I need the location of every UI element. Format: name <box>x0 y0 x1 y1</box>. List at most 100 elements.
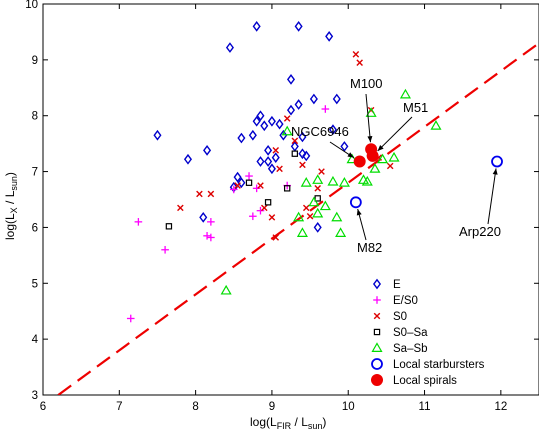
point-e-s0 <box>229 185 238 194</box>
point-sa-sb <box>338 177 350 187</box>
point-s0 <box>352 50 360 58</box>
x-axis-title: log(LFIR / Lsun) <box>250 415 326 431</box>
point-sa-sb <box>296 227 308 237</box>
point-sa-sb <box>293 211 305 222</box>
y-tick-label: 7 <box>32 167 38 179</box>
point-sa-sb <box>399 88 411 99</box>
point-e <box>279 129 288 141</box>
plot-frame <box>42 3 539 396</box>
point-e <box>267 163 276 175</box>
point-s0-sa <box>291 150 299 157</box>
point-e <box>313 222 322 233</box>
point-sa-sb <box>331 211 343 222</box>
point-local-spirals <box>353 155 366 168</box>
point-s0 <box>272 234 280 241</box>
point-s0-sa <box>314 195 321 202</box>
point-sa-sb <box>281 125 293 136</box>
x-tick-label: 10 <box>342 401 355 413</box>
annotation-arrow <box>487 168 498 225</box>
point-e <box>256 156 265 167</box>
legend-label-local-starbursters: Local starbursters <box>393 359 485 371</box>
point-sa-sb <box>319 200 331 211</box>
y-tick-label: 10 <box>25 0 38 11</box>
point-s0-sa <box>165 223 173 230</box>
point-local-starbursters <box>349 196 362 209</box>
point-e <box>298 131 307 143</box>
point-e-s0 <box>161 245 169 254</box>
point-e <box>294 20 303 32</box>
legend-label-sa-sb: Sa–Sb <box>393 343 428 355</box>
legend-marker-s0 <box>373 312 381 320</box>
point-sa-sb <box>312 207 324 218</box>
annotation-arrow <box>377 116 413 152</box>
point-e <box>328 124 337 136</box>
legend-label-e-s0: E/S0 <box>393 295 418 307</box>
point-e <box>271 152 280 163</box>
legend-label-e: E <box>393 279 401 291</box>
point-e <box>325 31 334 42</box>
legend-marker-sa-sb <box>371 342 383 352</box>
point-e-s0 <box>245 172 253 180</box>
x-tick-label: 12 <box>494 401 507 413</box>
point-e <box>302 150 311 162</box>
point-s0 <box>276 165 283 173</box>
annotation-arrows <box>329 93 498 241</box>
y-axis-title: log(LX / Lsun) <box>3 172 19 240</box>
point-s0 <box>272 147 280 154</box>
point-e-s0 <box>252 184 261 193</box>
point-local-starbursters <box>491 155 503 168</box>
legend-label-s0-sa: S0–Sa <box>393 327 428 339</box>
point-e <box>237 132 246 144</box>
point-s0 <box>306 212 314 220</box>
legend-label-s0: S0 <box>393 311 407 323</box>
point-s0-sa <box>264 199 272 206</box>
point-e <box>225 42 234 53</box>
point-s0 <box>260 204 268 212</box>
annotation-m100: M100 <box>350 76 383 91</box>
point-e <box>153 129 162 141</box>
point-sa-sb <box>220 284 232 295</box>
x-tick-label: 11 <box>419 401 431 413</box>
point-sa-sb <box>361 175 373 186</box>
legend-marker-s0-sa <box>373 328 381 336</box>
annotation-arrow <box>365 93 373 143</box>
point-sa-sb <box>335 227 347 237</box>
x-tick-label: 7 <box>116 401 122 413</box>
point-e <box>256 110 265 122</box>
point-s0 <box>257 182 264 189</box>
point-e <box>252 115 261 127</box>
annotation-arp220: Arp220 <box>459 224 501 239</box>
point-e <box>203 144 212 156</box>
point-e <box>275 118 284 130</box>
annotation-m51: M51 <box>403 100 428 115</box>
point-e <box>183 153 193 165</box>
point-s0-sa <box>245 179 253 186</box>
point-s0 <box>268 214 276 221</box>
point-e <box>298 148 307 160</box>
point-e <box>248 129 257 141</box>
point-s0 <box>318 168 325 175</box>
fit-line <box>57 42 539 395</box>
legend: E E/S0 S0 S0–Sa Sa–Sb Local starbursters Local… <box>371 278 485 387</box>
point-sa-sb <box>312 174 324 184</box>
legend-marker-local-starbursters <box>371 358 383 370</box>
point-s0 <box>234 182 241 189</box>
y-tick-label: 3 <box>32 390 38 402</box>
point-sa-sb <box>388 151 400 162</box>
point-s0 <box>196 190 203 198</box>
point-e <box>309 93 318 105</box>
point-e-s0 <box>203 232 211 240</box>
point-s0 <box>207 190 215 198</box>
data-points-layer <box>126 20 503 323</box>
point-e <box>286 104 296 116</box>
point-e <box>264 156 273 167</box>
y-tick-label: 6 <box>32 222 38 234</box>
point-s0 <box>386 162 394 170</box>
point-sa-sb <box>365 107 377 117</box>
point-e <box>233 171 242 183</box>
y-tick-label: 4 <box>32 334 39 346</box>
x-tick-label: 8 <box>192 401 198 413</box>
point-e <box>340 141 349 152</box>
y-ticks: 3 4 5 6 7 8 9 10 <box>25 0 539 402</box>
point-s0 <box>177 204 184 212</box>
